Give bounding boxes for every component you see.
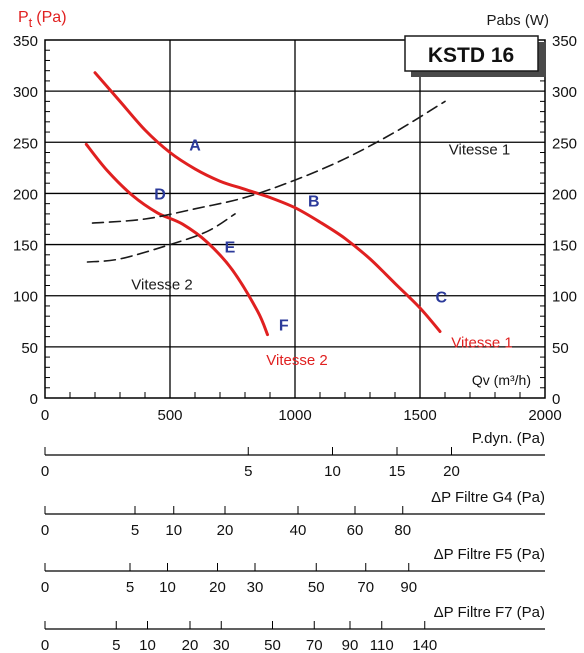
- y-tick-label-right: 0: [552, 391, 560, 408]
- secondary-scale-tick-label: 70: [306, 637, 323, 653]
- point-label-a: A: [189, 137, 201, 154]
- secondary-scale-tick-label: 0: [41, 463, 49, 480]
- series-line-power-3: [91, 100, 446, 224]
- x-tick-label: 1000: [278, 407, 311, 424]
- y-ticks-right: 0 50 100 150 200 250 300 350: [552, 33, 577, 408]
- curve-labels: Vitesse 1 Vitesse 2 Vitesse 1 Vitesse 2: [131, 141, 512, 369]
- secondary-scale-tick-label: 60: [347, 522, 364, 539]
- secondary-scale-tick-label: 20: [217, 522, 234, 539]
- secondary-scale-2: ΔP Filtre G4 (Pa) 0 5 10 20 40 60 80: [41, 489, 545, 539]
- secondary-scale-tick-label: 50: [264, 637, 281, 653]
- point-label-b: B: [308, 194, 320, 211]
- secondary-scale-1: P.dyn. (Pa) 0 5 10 15 20: [41, 430, 545, 480]
- curve-label: Vitesse 1: [451, 335, 512, 352]
- secondary-scale-tick-label: 0: [41, 522, 49, 539]
- point-label-d: D: [154, 186, 166, 203]
- secondary-scales: P.dyn. (Pa) 0 5 10 15 20 ΔP Filtre G4 (Pa) 0 5 10…: [41, 430, 545, 653]
- y-tick-label-left: 150: [13, 238, 38, 255]
- secondary-scale-tick-label: 70: [357, 579, 374, 596]
- chart-title: KSTD 16: [428, 44, 514, 67]
- secondary-scale-label: P.dyn. (Pa): [472, 430, 545, 447]
- y-ticks-left: 0 50 100 150 200 250 300 350: [13, 33, 38, 408]
- secondary-scale-tick-label: 30: [213, 637, 230, 653]
- y-tick-label-right: 250: [552, 135, 577, 152]
- secondary-scale-tick-label: 5: [112, 637, 120, 653]
- point-labels: A B C D E F: [154, 137, 447, 334]
- point-label-c: C: [435, 290, 447, 307]
- secondary-scale-tick-label: 20: [209, 579, 226, 596]
- point-label-f: F: [279, 317, 289, 334]
- secondary-scale-tick-label: 10: [165, 522, 182, 539]
- y-tick-label-right: 100: [552, 289, 577, 306]
- secondary-scale-label: ΔP Filtre F5 (Pa): [434, 546, 545, 563]
- y-tick-label-left: 0: [30, 391, 38, 408]
- secondary-scale-label: ΔP Filtre G4 (Pa): [431, 489, 545, 506]
- secondary-scale-tick-label: 90: [342, 637, 359, 653]
- y-tick-label-right: 200: [552, 186, 577, 203]
- secondary-scale-label: ΔP Filtre F7 (Pa): [434, 604, 545, 621]
- model-badge: KSTD 16: [404, 35, 546, 77]
- secondary-scale-tick-label: 30: [247, 579, 264, 596]
- y-tick-label-right: 350: [552, 33, 577, 50]
- x-tick-label: 2000: [528, 407, 561, 424]
- series-layer: [84, 71, 446, 337]
- secondary-scale-tick-label: 20: [443, 463, 460, 480]
- x-ticks: 0 500 1000 1500 2000: [41, 407, 562, 424]
- y-axis-right-title: Pabs (W): [486, 12, 549, 29]
- secondary-scale-tick-label: 0: [41, 637, 49, 653]
- x-tick-label: 500: [157, 407, 182, 424]
- y-tick-label-right: 300: [552, 84, 577, 101]
- secondary-scale-4: ΔP Filtre F7 (Pa) 0 5 10 20 30 50 70 90 110 140: [41, 604, 545, 653]
- y-tick-label-left: 100: [13, 289, 38, 306]
- y-tick-label-left: 200: [13, 186, 38, 203]
- secondary-scale-tick-label: 5: [126, 579, 134, 596]
- secondary-scale-tick-label: 15: [389, 463, 406, 480]
- secondary-scale-tick-label: 5: [244, 463, 252, 480]
- series-line-pressure-2: [84, 142, 269, 337]
- y-tick-label-right: 150: [552, 238, 577, 255]
- secondary-scale-tick-label: 40: [290, 522, 307, 539]
- secondary-scale-tick-label: 20: [182, 637, 199, 653]
- secondary-scale-tick-label: 110: [370, 637, 394, 653]
- plot-frame: [44, 39, 546, 399]
- secondary-scale-tick-label: 5: [131, 522, 139, 539]
- secondary-scale-3: ΔP Filtre F5 (Pa) 0 5 10 20 30 50 70 90: [41, 546, 545, 596]
- y-axis-left-title: Pt (Pa): [18, 9, 67, 30]
- curve-label: Vitesse 1: [449, 141, 510, 158]
- y-tick-label-left: 50: [21, 340, 38, 357]
- x-tick-label: 1500: [403, 407, 436, 424]
- y-tick-label-left: 250: [13, 135, 38, 152]
- x-axis-title: Qv (m³/h): [472, 372, 531, 388]
- secondary-scale-tick-label: 140: [412, 637, 437, 653]
- point-label-e: E: [225, 240, 236, 257]
- secondary-scale-tick-label: 90: [400, 579, 417, 596]
- curve-label: Vitesse 2: [266, 352, 327, 369]
- secondary-scale-tick-label: 50: [308, 579, 325, 596]
- series-line-power-4: [86, 213, 236, 263]
- curve-label: Vitesse 2: [131, 276, 192, 293]
- secondary-scale-tick-label: 10: [139, 637, 156, 653]
- x-tick-label: 0: [41, 407, 49, 424]
- series-line-pressure-1: [93, 71, 442, 333]
- y-tick-label-right: 50: [552, 340, 569, 357]
- secondary-scale-tick-label: 10: [159, 579, 176, 596]
- secondary-scale-tick-label: 0: [41, 579, 49, 596]
- y-tick-label-left: 300: [13, 84, 38, 101]
- secondary-scale-tick-label: 80: [394, 522, 411, 539]
- y-tick-label-left: 350: [13, 33, 38, 50]
- secondary-scale-tick-label: 10: [324, 463, 341, 480]
